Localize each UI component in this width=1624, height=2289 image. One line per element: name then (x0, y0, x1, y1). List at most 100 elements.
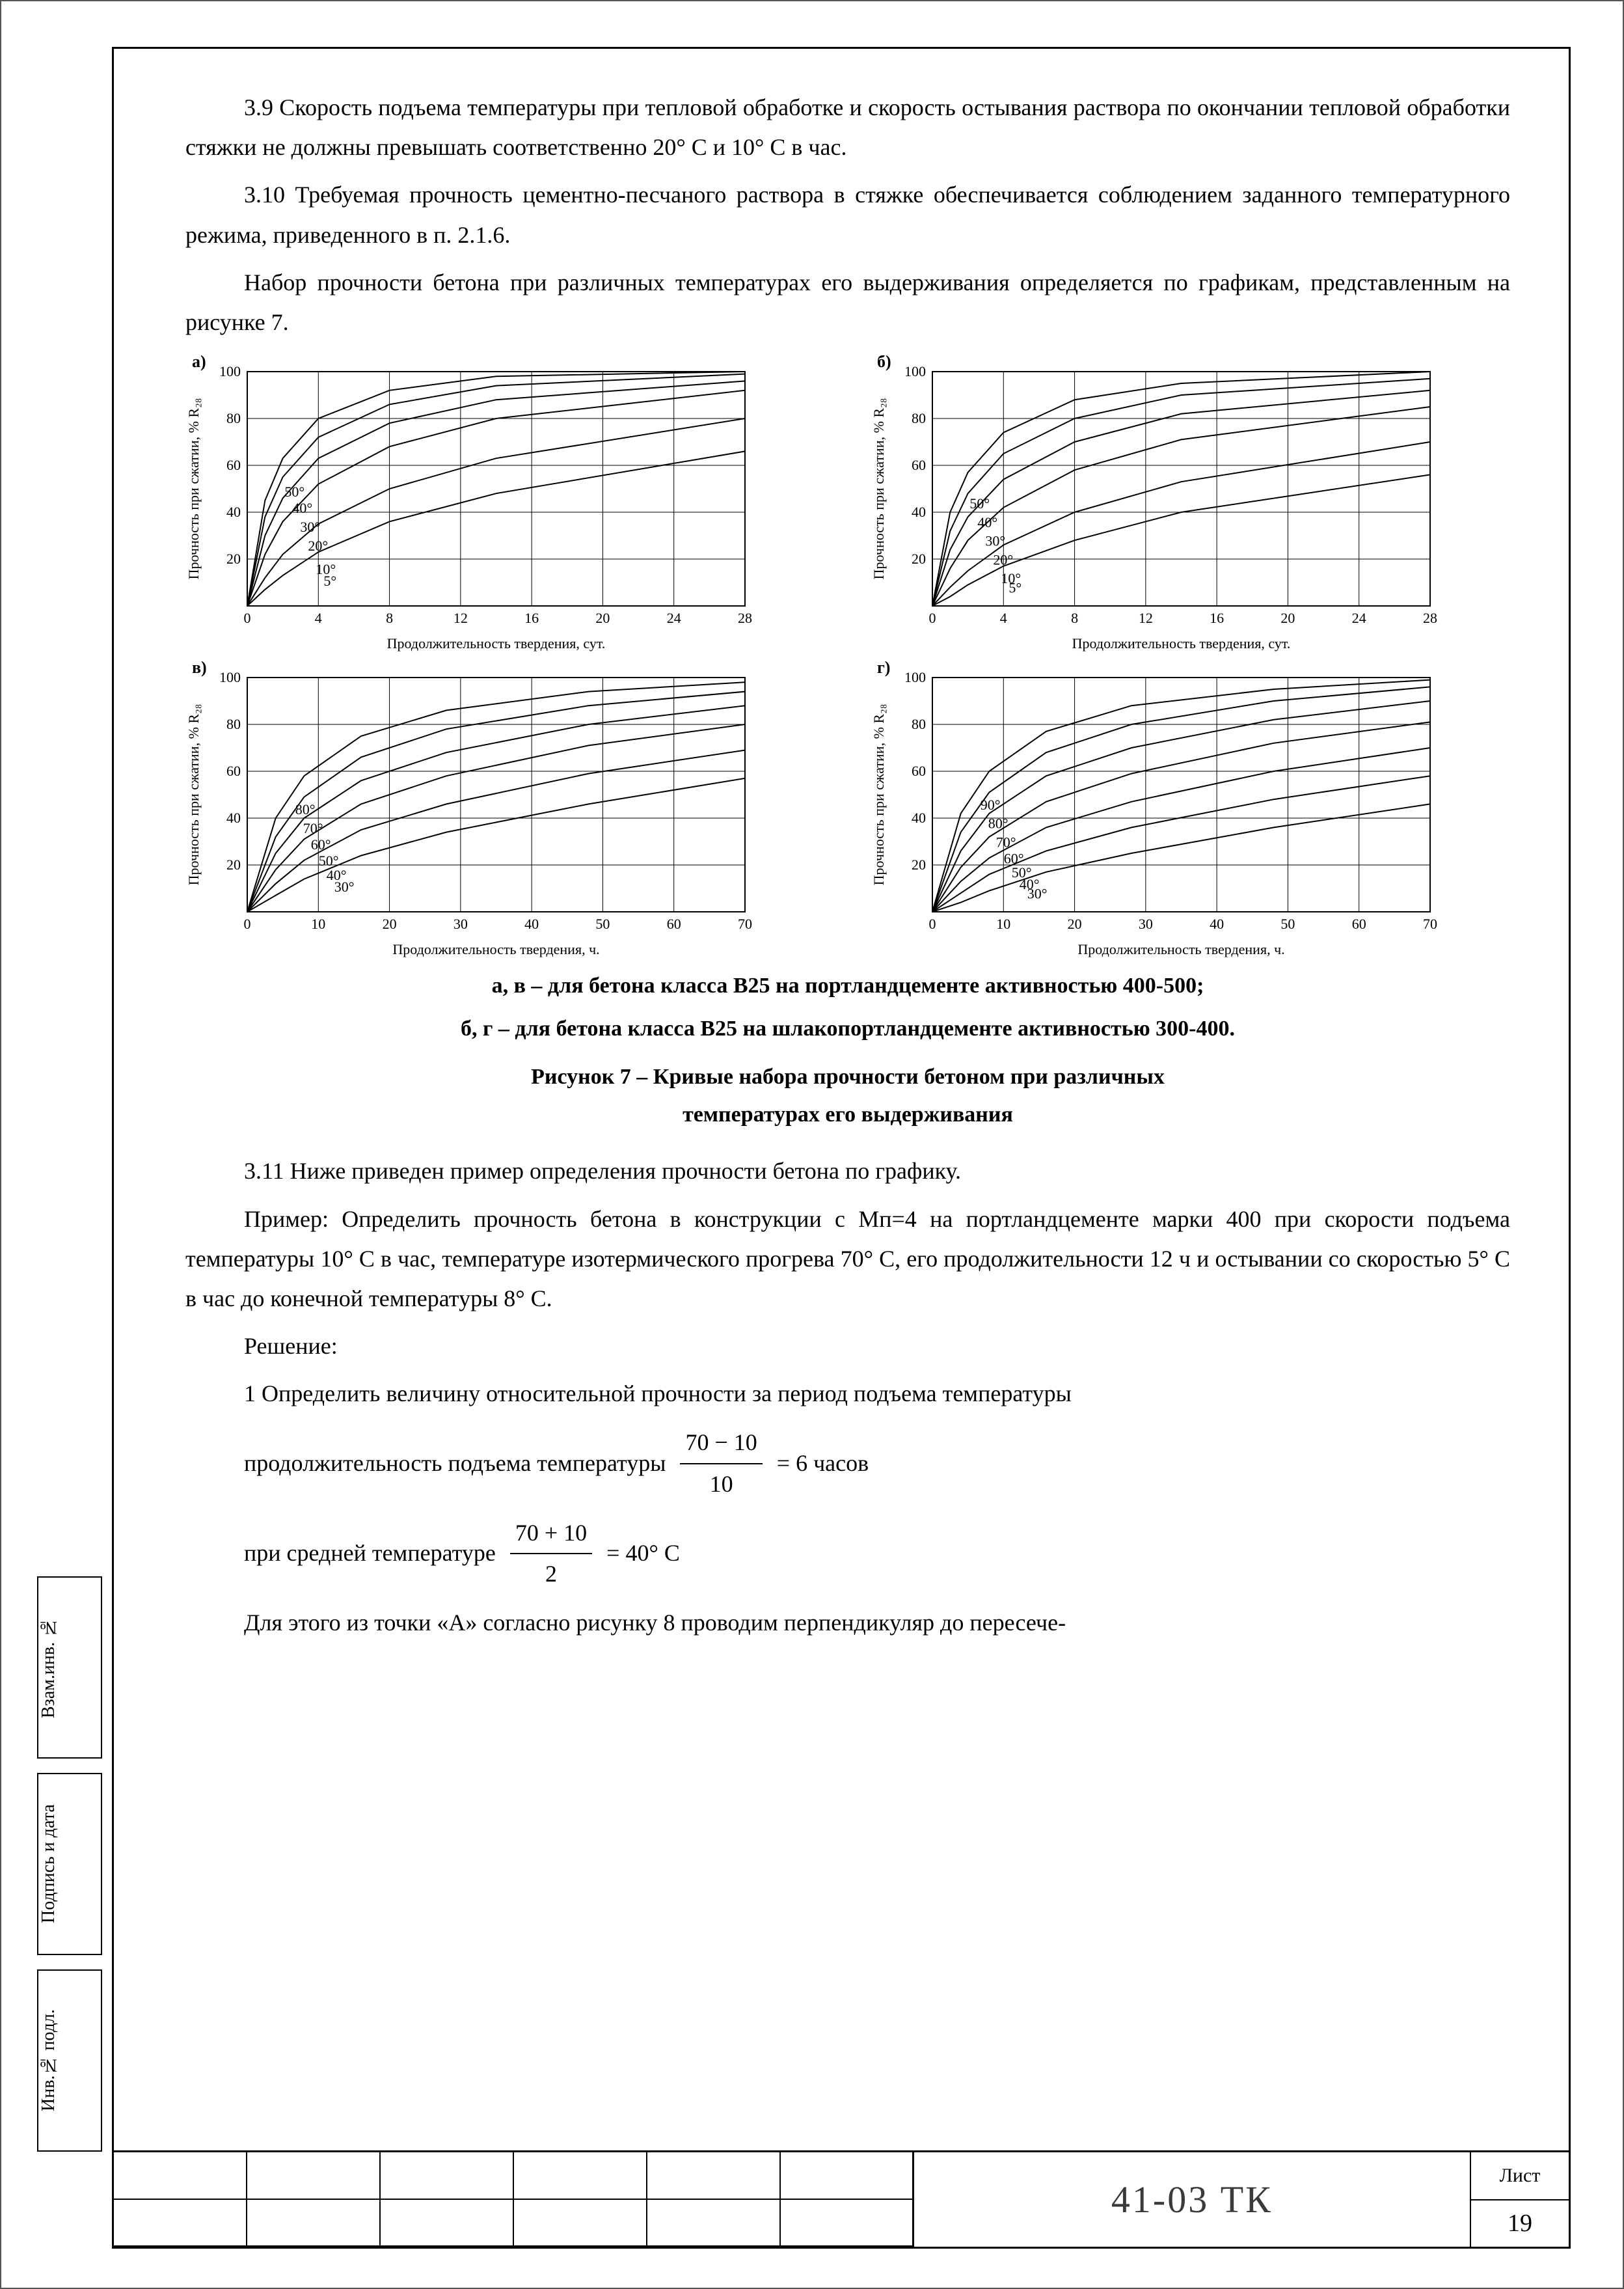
svg-text:30: 30 (453, 916, 468, 932)
svg-text:90°: 90° (981, 797, 1001, 813)
figure-7-caption-1: а, в – для бетона класса В25 на портланд… (185, 967, 1510, 1005)
svg-text:80°: 80° (295, 801, 316, 817)
fraction-2: 70 + 10 2 (510, 1513, 592, 1594)
para-3-10: 3.10 Требуемая прочность цементно-песчан… (185, 175, 1510, 254)
doc-number: 41-03 ТК (914, 2152, 1471, 2247)
page-frame: 3.9 Скорость подъема температуры при теп… (112, 47, 1571, 2249)
chart-a: 04812162024282040608010050°40°30°20°10°5… (185, 355, 825, 655)
para-tail: Для этого из точки «А» согласно рисунку … (185, 1603, 1510, 1643)
svg-text:100: 100 (904, 363, 926, 379)
chart-v: 0102030405060702040608010080°70°60°50°40… (185, 661, 825, 961)
svg-text:б): б) (877, 355, 891, 371)
svg-text:60°: 60° (311, 836, 331, 853)
left-stamp-sidebar: Взам.инв. № Подпись и дата Инв.№ подл. (37, 1576, 102, 2152)
sidebar-cell-3: Инв.№ подл. (37, 1969, 102, 2152)
svg-text:40: 40 (912, 810, 926, 826)
svg-text:30: 30 (1139, 916, 1153, 932)
svg-text:16: 16 (1210, 610, 1224, 626)
svg-text:12: 12 (453, 610, 468, 626)
svg-text:Прочность при сжатии, % R₂₈: Прочность при сжатии, % R₂₈ (871, 704, 887, 886)
svg-text:0: 0 (244, 916, 251, 932)
svg-text:Продолжительность твердения, с: Продолжительность твердения, сут. (1072, 635, 1291, 651)
svg-text:60: 60 (226, 457, 241, 473)
svg-text:70°: 70° (996, 834, 1016, 851)
svg-text:20: 20 (1068, 916, 1082, 932)
svg-text:80: 80 (912, 410, 926, 426)
svg-text:80: 80 (912, 716, 926, 732)
chart-g: 0102030405060702040608010090°80°70°60°50… (871, 661, 1510, 961)
svg-text:4: 4 (1000, 610, 1007, 626)
svg-text:20°: 20° (993, 552, 1013, 568)
svg-text:Продолжительность твердения, ч: Продолжительность твердения, ч. (392, 941, 599, 957)
svg-text:20°: 20° (308, 538, 328, 554)
svg-text:100: 100 (904, 669, 926, 685)
svg-text:24: 24 (1352, 610, 1366, 626)
svg-text:г): г) (877, 661, 890, 677)
sheet-number: 19 (1471, 2200, 1569, 2247)
svg-text:50°: 50° (284, 484, 304, 500)
svg-text:0: 0 (929, 916, 936, 932)
svg-text:60: 60 (667, 916, 681, 932)
chart-b: 04812162024282040608010050°40°30°20°10°5… (871, 355, 1510, 655)
svg-text:40: 40 (524, 916, 539, 932)
svg-text:40: 40 (226, 504, 241, 520)
svg-text:10: 10 (996, 916, 1010, 932)
svg-text:Прочность при сжатии, % R₂₈: Прочность при сжатии, % R₂₈ (185, 704, 202, 886)
svg-text:40: 40 (912, 504, 926, 520)
svg-text:100: 100 (219, 363, 241, 379)
svg-text:40: 40 (226, 810, 241, 826)
svg-text:0: 0 (244, 610, 251, 626)
svg-text:Продолжительность твердения, ч: Продолжительность твердения, ч. (1077, 941, 1284, 957)
figure-7-caption-2: б, г – для бетона класса В25 на шлакопор… (185, 1010, 1510, 1048)
title-block-stamp-grid (114, 2152, 914, 2247)
svg-text:5°: 5° (1008, 580, 1022, 596)
svg-text:10: 10 (311, 916, 325, 932)
sheet-box: Лист 19 (1471, 2152, 1569, 2247)
svg-text:60: 60 (912, 763, 926, 779)
sidebar-cell-2: Подпись и дата (37, 1773, 102, 1955)
title-block: 41-03 ТК Лист 19 (114, 2150, 1569, 2247)
fraction-1: 70 − 10 10 (680, 1423, 762, 1503)
para-3-10b: Набор прочности бетона при различных тем… (185, 263, 1510, 342)
svg-text:60: 60 (1352, 916, 1366, 932)
content-area: 3.9 Скорость подъема температуры при теп… (185, 88, 1510, 1643)
svg-text:20: 20 (595, 610, 610, 626)
svg-text:а): а) (192, 355, 206, 371)
sheet-label: Лист (1471, 2152, 1569, 2200)
svg-text:70: 70 (1423, 916, 1437, 932)
svg-text:24: 24 (667, 610, 681, 626)
svg-text:20: 20 (226, 551, 241, 567)
svg-text:30°: 30° (300, 519, 320, 535)
para-3-9: 3.9 Скорость подъема температуры при теп… (185, 88, 1510, 167)
svg-text:8: 8 (1071, 610, 1078, 626)
svg-text:Прочность при сжатии, % R₂₈: Прочность при сжатии, % R₂₈ (871, 398, 887, 580)
example-text: Пример: Определить прочность бетона в ко… (185, 1199, 1510, 1319)
solution-label: Решение: (185, 1326, 1510, 1366)
svg-text:30°: 30° (334, 879, 355, 895)
figure-7-charts: 04812162024282040608010050°40°30°20°10°5… (185, 355, 1510, 961)
svg-text:20: 20 (226, 857, 241, 873)
svg-text:20: 20 (912, 857, 926, 873)
svg-text:60: 60 (226, 763, 241, 779)
formula-2: при средней температуре 70 + 10 2 = 40° … (244, 1513, 1510, 1594)
svg-text:28: 28 (1423, 610, 1437, 626)
svg-text:28: 28 (738, 610, 752, 626)
svg-text:0: 0 (929, 610, 936, 626)
svg-text:80°: 80° (988, 816, 1008, 832)
svg-text:70: 70 (738, 916, 752, 932)
svg-text:20: 20 (1280, 610, 1295, 626)
svg-text:80: 80 (226, 716, 241, 732)
svg-text:Прочность при сжатии, % R₂₈: Прочность при сжатии, % R₂₈ (185, 398, 202, 580)
svg-text:5°: 5° (323, 573, 336, 589)
svg-text:20: 20 (383, 916, 397, 932)
svg-text:16: 16 (524, 610, 539, 626)
sidebar-cell-1: Взам.инв. № (37, 1576, 102, 1759)
svg-text:30°: 30° (1027, 886, 1048, 902)
para-3-11: 3.11 Ниже приведен пример определения пр… (185, 1151, 1510, 1191)
svg-text:4: 4 (315, 610, 322, 626)
svg-text:в): в) (192, 661, 207, 677)
formula-1: продолжительность подъема температуры 70… (244, 1423, 1510, 1503)
svg-text:50: 50 (1280, 916, 1295, 932)
svg-text:Продолжительность твердения, с: Продолжительность твердения, сут. (387, 635, 606, 651)
svg-text:40: 40 (1210, 916, 1224, 932)
